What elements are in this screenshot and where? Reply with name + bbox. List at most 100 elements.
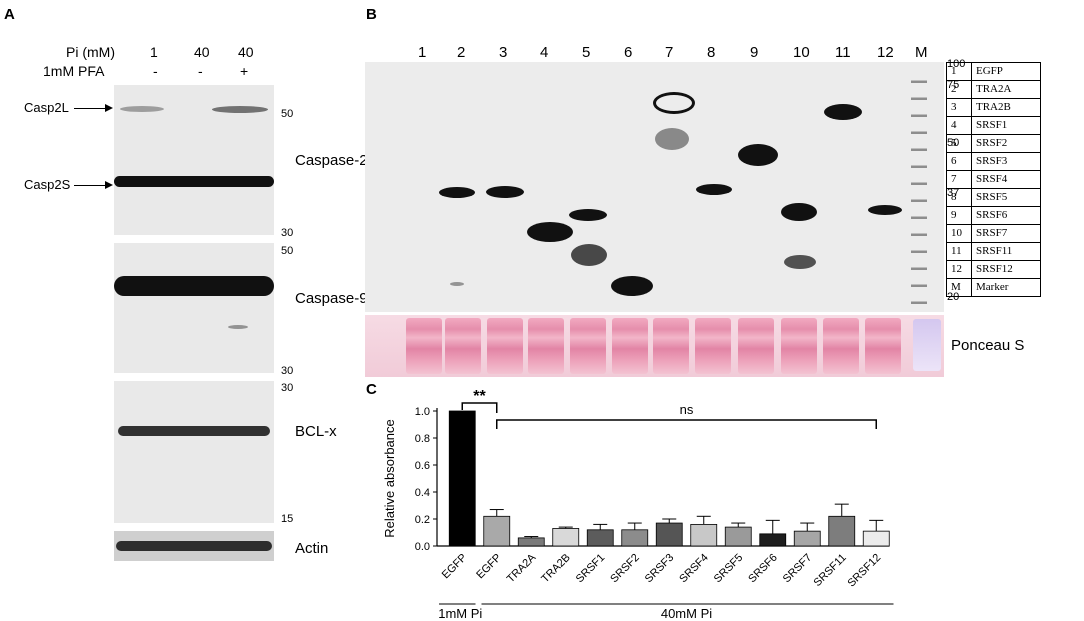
- legend-construct-name: SRSF6: [971, 206, 1041, 225]
- legend-row: 2 TRA2A: [946, 80, 1041, 99]
- pfa-label: 1mM PFA: [43, 63, 105, 79]
- lane7-lower-band: [655, 128, 689, 150]
- actin-band: [116, 541, 272, 551]
- lane10-band: [781, 203, 817, 221]
- legend-row: 6 SRSF3: [946, 152, 1041, 171]
- x-tick-label: EGFP: [474, 552, 504, 582]
- casp2S-arrow: [74, 185, 110, 186]
- x-tick-label: TRA2B: [539, 552, 573, 586]
- actin-blot: [114, 531, 274, 561]
- casp2S-band: [114, 176, 274, 187]
- legend-lane-number: 12: [946, 260, 972, 279]
- mw-label: 30: [281, 365, 294, 377]
- ns-bracket: [496, 419, 877, 429]
- lane-number-3: 3: [499, 44, 508, 61]
- legend-row: 11 SRSF11: [946, 242, 1041, 261]
- pfa-value-3: +: [240, 63, 249, 79]
- lane4-band: [527, 222, 573, 242]
- overexpression-blot: [365, 62, 944, 312]
- lane8-band: [696, 184, 732, 195]
- ponceau-lane: [823, 318, 859, 374]
- legend-row: 5 SRSF2: [946, 134, 1041, 153]
- legend-lane-number: 7: [946, 170, 972, 189]
- legend-row: 4 SRSF1: [946, 116, 1041, 135]
- legend-lane-number: 6: [946, 152, 972, 171]
- x-tick-label: TRA2A: [505, 551, 539, 585]
- lane-number-7: 7: [665, 44, 674, 61]
- lane12-band: [868, 205, 902, 215]
- bar: [862, 530, 890, 547]
- ponceau-lane: [695, 318, 731, 374]
- legend-lane-number: 10: [946, 224, 972, 243]
- lane-number-M: M: [915, 44, 928, 61]
- pi-label: Pi (mM): [66, 44, 115, 60]
- legend-construct-name: SRSF7: [971, 224, 1041, 243]
- ponceau-lane: [570, 318, 606, 374]
- panel-a-letter: A: [4, 6, 15, 23]
- ponceau-lane: [487, 318, 523, 374]
- ponceau-lane: [612, 318, 648, 374]
- mw-label: 15: [281, 513, 294, 525]
- ns-label: ns: [680, 402, 694, 417]
- casp2L-band: [120, 106, 164, 112]
- legend-construct-name: TRA2B: [971, 98, 1041, 117]
- ponceau-lane: [781, 318, 817, 374]
- caspase2-label: Caspase-2: [295, 152, 368, 169]
- casp2L-arrow: [74, 108, 110, 109]
- absorbance-bar-chart: 0.0 0.2 0.4 0.6 0.8 1.0 Relative absorbance EGF…: [382, 388, 894, 621]
- bar: [655, 522, 683, 547]
- x-tick-label: SRSF12: [845, 552, 883, 590]
- lane-number-6: 6: [624, 44, 633, 61]
- legend-lane-number: M: [946, 278, 972, 297]
- lane5-lower-band: [571, 244, 607, 266]
- caspase9-label: Caspase-9: [295, 290, 368, 307]
- lane5-band: [569, 209, 607, 221]
- y-tick-label: 0.0: [415, 541, 430, 553]
- legend-construct-name: SRSF12: [971, 260, 1041, 279]
- x-tick-label: SRSF4: [677, 552, 711, 586]
- pi-value-2: 40: [194, 44, 210, 60]
- caspase9-band: [114, 276, 274, 296]
- ponceau-lane: [653, 318, 689, 374]
- legend-row: 12 SRSF12: [946, 260, 1041, 279]
- legend-lane-number: 5: [946, 134, 972, 153]
- y-tick-label: 0.4: [415, 487, 430, 499]
- pi-value-1: 1: [150, 44, 158, 60]
- lane-number-9: 9: [750, 44, 759, 61]
- ponceau-lane: [528, 318, 564, 374]
- caspase9-minor-band: [228, 325, 248, 329]
- marker-ponceau-lane: [913, 319, 941, 371]
- x-tick-label: SRSF6: [746, 552, 780, 586]
- casp2L-label: Casp2L: [24, 100, 69, 115]
- lane-number-4: 4: [540, 44, 549, 61]
- lane2-band: [439, 187, 475, 198]
- arrow-icon: [105, 181, 113, 189]
- legend-construct-name: SRSF5: [971, 188, 1041, 207]
- y-tick-label: 0.8: [415, 433, 430, 445]
- casp2L-band: [212, 106, 268, 113]
- lane6-band: [611, 276, 653, 296]
- x-tick-label: SRSF3: [643, 552, 677, 586]
- x-tick-label: SRSF11: [812, 552, 849, 589]
- ponceau-label: Ponceau S: [951, 337, 1025, 354]
- legend-construct-name: EGFP: [971, 62, 1041, 81]
- lane-number-5: 5: [582, 44, 591, 61]
- legend-lane-number: 11: [946, 242, 972, 261]
- bar: [828, 515, 856, 547]
- x-tick-label: EGFP: [440, 552, 470, 582]
- lane-number-1: 1: [418, 44, 427, 61]
- legend-row: 1 EGFP: [946, 62, 1041, 81]
- group-label-1mM: 1mM Pi: [438, 606, 482, 621]
- lane-number-2: 2: [457, 44, 466, 61]
- pfa-value-1: -: [153, 63, 158, 79]
- x-tick-label: SRSF5: [712, 552, 746, 586]
- legend-construct-name: SRSF1: [971, 116, 1041, 135]
- legend-lane-number: 2: [946, 80, 972, 99]
- group-label-40mM: 40mM Pi: [661, 606, 712, 621]
- ponceau-lane: [406, 318, 442, 374]
- legend-construct-name: SRSF4: [971, 170, 1041, 189]
- y-tick-label: 0.2: [415, 514, 430, 526]
- legend-row: 3 TRA2B: [946, 98, 1041, 117]
- bar: [586, 529, 614, 547]
- bar: [483, 515, 511, 547]
